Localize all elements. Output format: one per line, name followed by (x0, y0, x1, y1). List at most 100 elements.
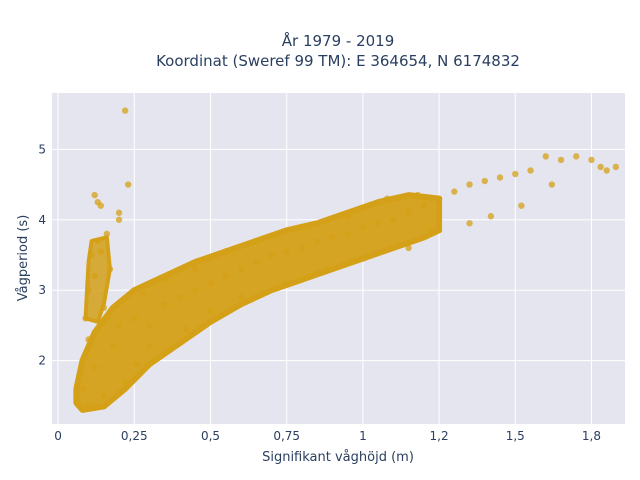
scatter-point (207, 279, 214, 287)
scatter-point (253, 237, 260, 245)
scatter-point (518, 202, 525, 209)
scatter-point (192, 265, 199, 273)
scatter-point (176, 294, 184, 301)
scatter-point (573, 153, 580, 160)
scatter-point (146, 343, 153, 350)
scatter-point (298, 223, 306, 231)
scatter-point (131, 315, 138, 322)
scatter-point (359, 223, 367, 231)
scatter-point (115, 209, 123, 216)
x-tick-label: 1,8 (582, 429, 601, 443)
x-tick-label: 1 (359, 429, 367, 443)
x-tick-label: 0 (54, 429, 62, 443)
scatter-point (481, 177, 488, 185)
scatter-point (85, 403, 92, 410)
scatter-point (161, 301, 168, 308)
scatter-point (405, 244, 412, 252)
scatter-point (374, 220, 382, 227)
scatter-point (344, 213, 351, 220)
x-tick-label: 1,5 (506, 429, 525, 443)
scatter-point (85, 336, 92, 343)
scatter-point (283, 248, 290, 255)
scatter-point (100, 304, 108, 311)
chart-title-line2: Koordinat (Sweref 99 TM): E 364654, N 61… (156, 52, 520, 70)
scatter-point (597, 163, 604, 171)
scatter-point (207, 308, 214, 315)
scatter-point (359, 255, 367, 262)
y-tick-label: 2 (38, 354, 46, 368)
scatter-point (420, 202, 428, 209)
scatter-point (405, 209, 412, 216)
scatter-point (134, 360, 141, 368)
x-tick-label: 1,2 (430, 429, 449, 443)
scatter-point (140, 290, 147, 297)
scatter-point (466, 181, 473, 188)
scatter-point (313, 269, 321, 276)
scatter-point (253, 258, 260, 266)
scatter-point (161, 276, 168, 283)
scatter-point (603, 167, 610, 174)
y-tick-label: 3 (38, 283, 46, 297)
scatter-point (121, 378, 129, 385)
x-tick-label: 0,25 (121, 429, 148, 443)
scatter-point (94, 237, 101, 245)
scatter-point (612, 163, 620, 171)
scatter-point (79, 385, 86, 392)
scatter-point (548, 181, 556, 188)
scatter-point (451, 188, 458, 195)
scatter-point (97, 248, 104, 255)
scatter-point (182, 325, 190, 333)
y-tick-label: 4 (38, 213, 46, 227)
scatter-point (88, 251, 95, 259)
scatter-point (91, 191, 98, 199)
chart-title-line1: År 1979 - 2019 (282, 31, 395, 50)
scatter-point (91, 364, 98, 371)
scatter-point (121, 107, 129, 114)
scatter-point (100, 392, 108, 400)
scatter-point (222, 272, 229, 280)
scatter-point (542, 153, 549, 160)
scatter-point (588, 156, 595, 164)
scatter-point (124, 181, 132, 188)
x-tick-label: 0,75 (273, 429, 300, 443)
scatter-point (85, 286, 92, 294)
scatter-point (283, 279, 290, 287)
scatter-point (82, 315, 89, 322)
scatter-point (557, 156, 565, 164)
scatter-point (91, 272, 98, 280)
scatter-point (268, 251, 275, 259)
scatter-point (313, 237, 321, 245)
scatter-point (298, 244, 306, 252)
scatter-point (329, 234, 336, 241)
scatter-point (414, 191, 421, 199)
y-axis-label: Vågperiod (s) (16, 215, 31, 302)
x-axis-label: Signifikant våghöjd (m) (262, 450, 414, 465)
scatter-point (106, 265, 114, 273)
scatter-point (73, 396, 80, 403)
scatter-point (390, 216, 397, 223)
y-tick-label: 5 (38, 142, 46, 156)
y-axis-ticks: 2 3 4 5 (38, 142, 46, 367)
scatter-point (435, 195, 443, 202)
scatter-point (115, 322, 123, 329)
scatter-point (426, 227, 434, 234)
scatter-point (384, 195, 391, 202)
scatter-point (527, 167, 534, 174)
scatter-point (466, 220, 473, 227)
scatter-point (115, 216, 123, 223)
scatter-point (237, 294, 245, 301)
scatter-point (496, 174, 504, 181)
x-axis-ticks: 0 0,25 0,5 0,75 1 1,2 1,5 1,8 (54, 429, 601, 443)
data-points (73, 107, 620, 410)
scatter-point (109, 343, 117, 350)
x-tick-label: 0,5 (201, 429, 220, 443)
scatter-point (237, 265, 245, 273)
low-height-spike (83, 235, 112, 324)
scatter-point (222, 248, 229, 255)
scatter-point (97, 202, 104, 209)
scatter-point (487, 213, 495, 220)
scatter-point (192, 286, 199, 294)
scatter-point (344, 230, 351, 238)
scatter-point (512, 170, 519, 178)
